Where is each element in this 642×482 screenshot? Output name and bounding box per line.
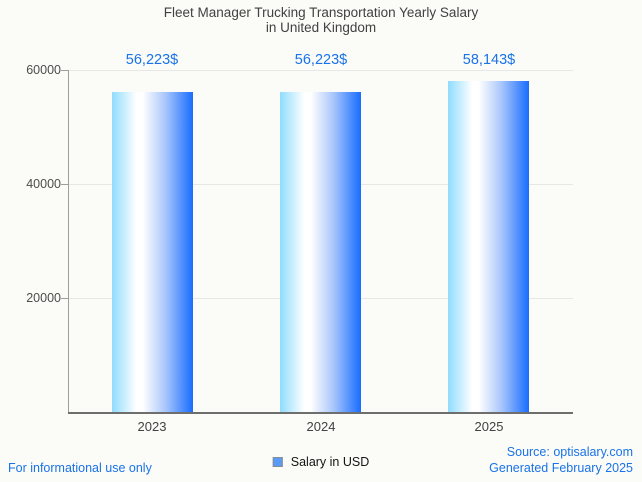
legend: Salary in USD	[272, 455, 370, 469]
bar-value-label: 56,223$	[294, 52, 348, 68]
chart-title: Fleet Manager Trucking Transportation Ye…	[0, 5, 642, 35]
bar-value-label: 58,143$	[462, 52, 516, 68]
legend-marker-icon	[272, 457, 283, 467]
generated-line: Generated February 2025	[489, 460, 633, 475]
y-axis-label: 40000	[26, 177, 61, 191]
legend-label: Salary in USD	[290, 455, 370, 469]
gridline-60000	[69, 70, 573, 71]
y-axis-line	[68, 70, 69, 413]
y-axis-tick	[61, 70, 68, 71]
y-axis-label: 60000	[26, 63, 61, 77]
chart-title-line1: Fleet Manager Trucking Transportation Ye…	[163, 5, 479, 20]
source-line: Source: optisalary.com	[506, 445, 633, 459]
bar-2024[interactable]	[280, 92, 361, 412]
x-axis-label: 2025	[474, 419, 504, 434]
bar-value-label: 56,223$	[125, 52, 179, 68]
bar-2025[interactable]	[448, 81, 529, 412]
chart-title-line2: in United Kingdom	[265, 19, 377, 35]
x-axis-label: 2024	[306, 419, 336, 434]
y-axis-label: 20000	[26, 291, 61, 305]
y-axis-tick	[61, 298, 68, 299]
source-attribution: Source: optisalary.com Generated Februar…	[489, 445, 633, 476]
x-axis-label: 2023	[137, 419, 167, 434]
bar-2023[interactable]	[112, 92, 193, 412]
y-axis-tick	[61, 184, 68, 185]
disclaimer-text: For informational use only	[8, 461, 152, 475]
x-axis-line	[68, 412, 573, 414]
